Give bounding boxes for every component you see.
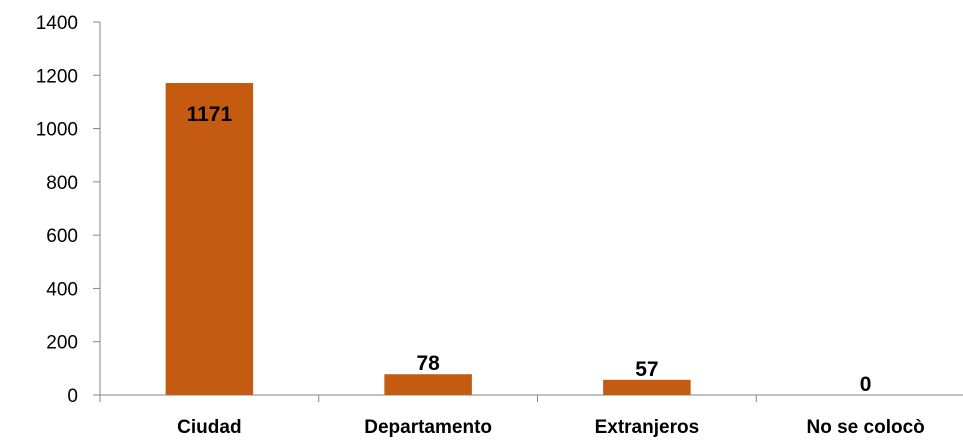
- category-label: No se colocò: [807, 417, 925, 438]
- y-axis-ticks: 0 200 400 600 800 1000 1200 1400: [36, 13, 100, 407]
- category-label: Ciudad: [177, 417, 241, 438]
- y-tick-label: 1200: [36, 66, 78, 87]
- bars: [165, 83, 691, 395]
- category-label: Extranjeros: [595, 417, 700, 438]
- y-tick-label: 1000: [36, 120, 78, 141]
- data-label: 57: [635, 358, 658, 381]
- category-label: Departamento: [364, 417, 492, 438]
- x-axis-ticks: [99, 395, 757, 402]
- y-tick-label: 200: [46, 333, 78, 354]
- category-labels: Ciudad Departamento Extranjeros No se coloc…: [177, 417, 925, 438]
- data-label: 0: [860, 373, 872, 396]
- y-tick-label: 600: [46, 226, 78, 247]
- data-labels: 1171 78 57 0: [187, 103, 872, 396]
- y-axis: 0 200 400 600 800 1000 1200 1400: [36, 13, 101, 407]
- bar-extranjeros: [603, 379, 691, 395]
- bar-departamento: [384, 374, 472, 395]
- y-tick-label: 400: [46, 279, 78, 300]
- bar-ciudad: [165, 83, 254, 395]
- data-label: 78: [416, 352, 440, 375]
- x-axis: [99, 394, 963, 402]
- y-tick-label: 800: [46, 173, 78, 194]
- y-tick-label: 0: [67, 386, 78, 407]
- data-label: 1171: [187, 103, 233, 126]
- y-tick-label: 1400: [36, 13, 78, 34]
